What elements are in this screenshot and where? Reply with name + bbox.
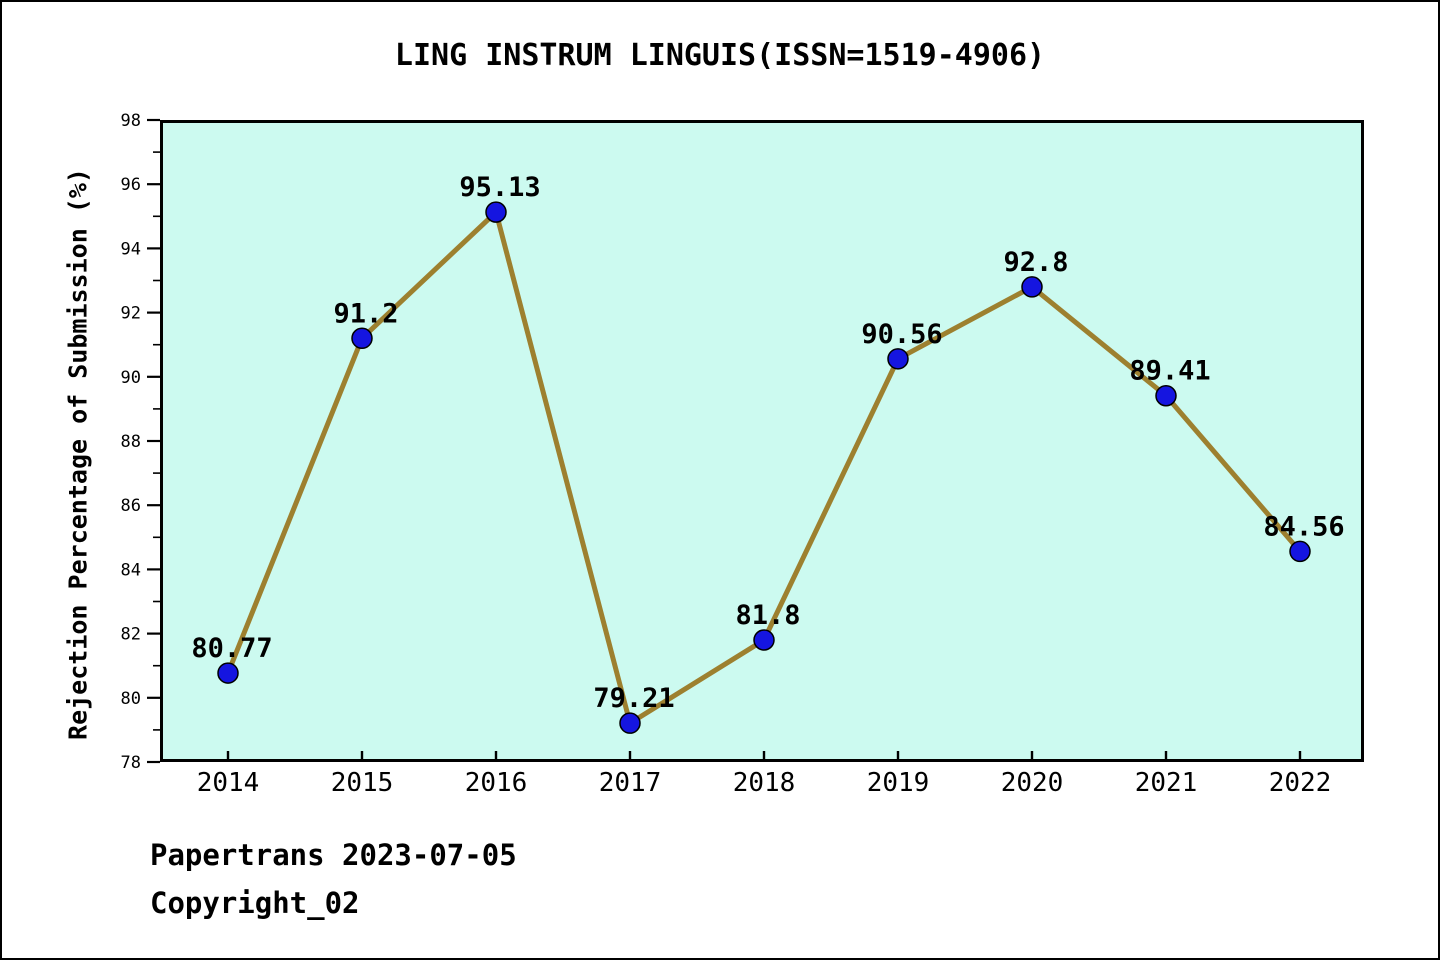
- data-point: [1021, 276, 1043, 298]
- plot-area: [160, 120, 1364, 762]
- x-tick-label: 2017: [599, 768, 662, 798]
- footer-copyright: Copyright_02: [150, 886, 360, 920]
- data-point-label: 95.13: [459, 172, 540, 203]
- data-point: [485, 201, 507, 223]
- x-tick-label: 2014: [197, 768, 260, 798]
- x-tick-label: 2016: [465, 768, 528, 798]
- data-point-label: 92.8: [1003, 247, 1068, 278]
- x-tick-label: 2018: [733, 768, 796, 798]
- data-point-label: 80.77: [191, 633, 272, 664]
- y-tick-label: 98: [121, 111, 141, 131]
- x-tick-label: 2019: [867, 768, 930, 798]
- y-tick-label: 84: [121, 560, 141, 580]
- y-tick-label: 96: [121, 175, 141, 195]
- y-tick-label: 78: [121, 753, 141, 773]
- footer-source-date: Papertrans 2023-07-05: [150, 838, 517, 872]
- x-tick-label: 2020: [1001, 768, 1064, 798]
- chart-title: LING INSTRUM LINGUIS(ISSN=1519-4906): [394, 38, 1046, 73]
- y-tick-label: 90: [121, 368, 141, 388]
- data-point: [887, 348, 909, 370]
- data-point: [753, 629, 775, 651]
- data-point: [351, 327, 373, 350]
- y-tick-label: 82: [121, 625, 141, 645]
- x-tick-label: 2015: [331, 768, 394, 798]
- y-tick-label: 86: [121, 496, 141, 516]
- y-tick-label: 80: [121, 689, 141, 709]
- data-point-label: 84.56: [1263, 511, 1344, 542]
- data-point-label: 81.8: [735, 600, 800, 631]
- data-point-label: 79.21: [593, 683, 674, 714]
- data-point-label: 91.2: [333, 298, 398, 329]
- x-tick-label: 2022: [1269, 768, 1332, 798]
- data-point: [217, 662, 239, 684]
- y-tick-label: 88: [121, 432, 141, 452]
- data-point: [1155, 384, 1177, 407]
- y-tick-label: 94: [121, 239, 141, 259]
- data-point: [619, 712, 641, 734]
- x-tick-label: 2021: [1135, 768, 1198, 798]
- data-point-label: 89.41: [1129, 356, 1210, 387]
- y-tick-label: 92: [121, 304, 141, 324]
- data-point-label: 90.56: [861, 319, 942, 350]
- data-point: [1289, 540, 1311, 563]
